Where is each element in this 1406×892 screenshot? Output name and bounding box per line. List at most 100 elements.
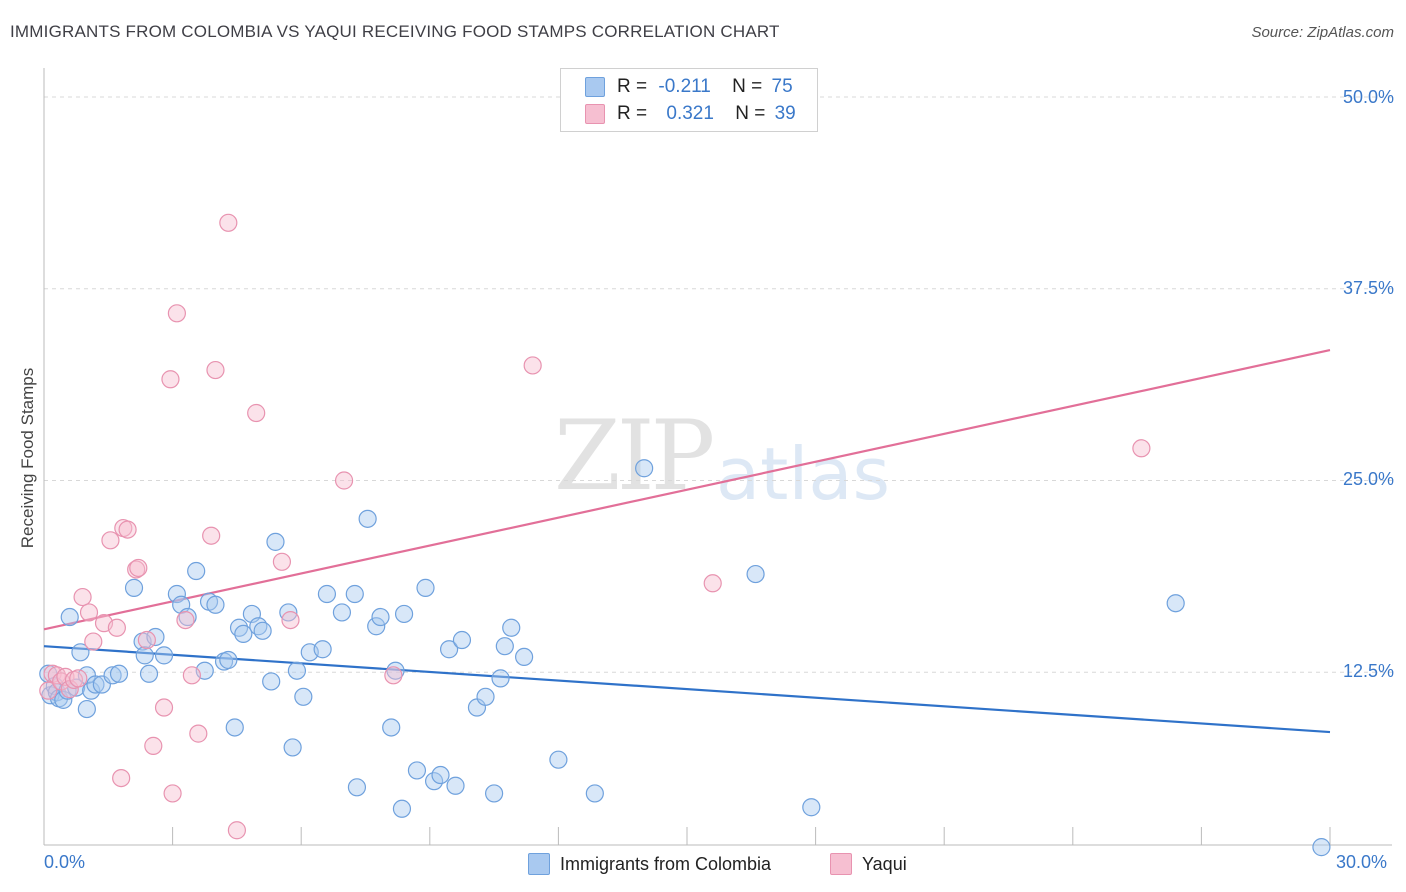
legend-n-label-pink: N = <box>735 103 766 124</box>
data-points <box>39 213 1331 857</box>
x-tick-label-min: 0.0% <box>44 852 86 872</box>
blue-data-point <box>187 561 206 581</box>
blue-data-point <box>371 607 390 627</box>
bottom-legend-blue: Immigrants from Colombia <box>528 852 771 876</box>
y-tick-label-50: 50.0% <box>1342 87 1394 107</box>
blue-data-point <box>585 784 604 803</box>
blue-data-point <box>1312 838 1331 857</box>
pink-data-point <box>101 531 120 550</box>
pink-data-point <box>1132 439 1151 458</box>
pink-data-point <box>189 724 208 743</box>
blue-data-point <box>139 664 159 683</box>
blue-data-point <box>502 618 521 637</box>
pink-data-point <box>167 304 186 323</box>
pink-data-point <box>272 552 292 571</box>
pink-data-point <box>703 574 722 593</box>
blue-data-point <box>253 621 272 640</box>
pink-data-point <box>154 698 174 717</box>
pink-data-point <box>73 587 92 607</box>
legend-r-value-pink: 0.321 <box>666 103 714 124</box>
bottom-blue-swatch <box>528 853 550 875</box>
chart-title: IMMIGRANTS FROM COLOMBIA VS YAQUI RECEIV… <box>10 22 780 41</box>
blue-data-point <box>407 761 427 780</box>
blue-data-point <box>347 778 367 797</box>
blue-data-point <box>219 650 238 670</box>
watermark-atlas: atlas <box>716 432 890 516</box>
legend-r-value-blue: -0.211 <box>658 76 711 97</box>
pink-data-point <box>247 403 266 423</box>
blue-data-point <box>135 646 154 665</box>
blue-data-point <box>367 617 386 636</box>
pink-data-point <box>137 630 156 650</box>
blue-data-point <box>266 532 285 551</box>
pink-data-point <box>84 632 103 651</box>
pink-data-point <box>182 666 201 685</box>
pink-data-point <box>39 681 58 700</box>
pink-data-point <box>144 736 163 755</box>
pink-data-point <box>69 669 88 688</box>
blue-data-point <box>206 595 225 614</box>
bottom-pink-swatch <box>830 853 852 875</box>
blue-data-point <box>515 647 534 667</box>
pink-data-point <box>118 520 137 539</box>
watermark-zip: ZIP <box>554 400 715 512</box>
blue-swatch <box>585 77 605 97</box>
bottom-legend-pink: Yaqui <box>830 852 907 876</box>
source-label: Source: ZipAtlas.com <box>1251 24 1394 41</box>
pink-data-point <box>129 558 148 578</box>
blue-data-point <box>491 669 510 688</box>
bottom-legend-blue-label: Immigrants from Colombia <box>560 853 772 874</box>
blue-data-point <box>746 564 765 584</box>
blue-data-point <box>802 798 821 817</box>
pink-data-point <box>112 768 131 788</box>
blue-data-point <box>294 687 313 706</box>
blue-data-point <box>416 578 435 597</box>
blue-data-point <box>394 604 414 624</box>
pink-data-point <box>523 356 542 375</box>
blue-data-point <box>60 607 79 627</box>
legend-r-label-pink: R = <box>617 103 648 124</box>
trend-lines <box>43 349 1331 734</box>
pink-data-point <box>227 821 246 840</box>
blue-data-point <box>109 664 129 683</box>
blue-data-point <box>485 784 504 803</box>
blue-data-point <box>392 799 412 818</box>
legend-n-label-blue: N = <box>732 76 763 97</box>
pink-data-point <box>219 213 238 232</box>
blue-data-point <box>431 765 450 785</box>
legend-n-value-pink: 39 <box>774 103 796 124</box>
blue-data-point <box>358 509 377 528</box>
blue-data-point <box>103 666 122 685</box>
x-tick-label-max: 30.0% <box>1336 852 1388 872</box>
pink-data-point <box>79 603 99 622</box>
pink-data-point <box>334 471 354 490</box>
blue-data-point <box>71 643 90 662</box>
blue-data-point <box>476 687 495 706</box>
blue-data-point <box>452 630 472 650</box>
blue-data-point <box>313 640 332 659</box>
blue-data-point <box>446 776 465 795</box>
blue-data-point <box>178 607 197 627</box>
pink-data-point <box>161 370 180 389</box>
blue-trend-line <box>43 645 1331 734</box>
blue-data-point <box>154 646 174 665</box>
blue-data-point <box>124 578 144 597</box>
blue-data-point <box>283 738 302 757</box>
blue-data-point <box>382 718 401 737</box>
pink-data-point <box>206 360 225 380</box>
blue-data-point <box>167 584 186 604</box>
pink-data-point <box>176 610 195 630</box>
y-tick-label-25: 25.0% <box>1342 469 1394 489</box>
blue-data-point <box>1166 594 1185 613</box>
blue-data-point <box>439 640 459 659</box>
blue-data-point <box>54 690 73 709</box>
pink-data-point <box>202 526 221 545</box>
blue-data-point <box>317 584 337 604</box>
pink-data-point <box>281 610 300 630</box>
legend-n-value-blue: 75 <box>771 76 793 97</box>
y-tick-label-37-5: 37.5% <box>1342 278 1394 298</box>
pink-data-point <box>107 618 126 637</box>
pink-data-point <box>163 784 182 803</box>
pink-trend-line <box>43 349 1331 631</box>
